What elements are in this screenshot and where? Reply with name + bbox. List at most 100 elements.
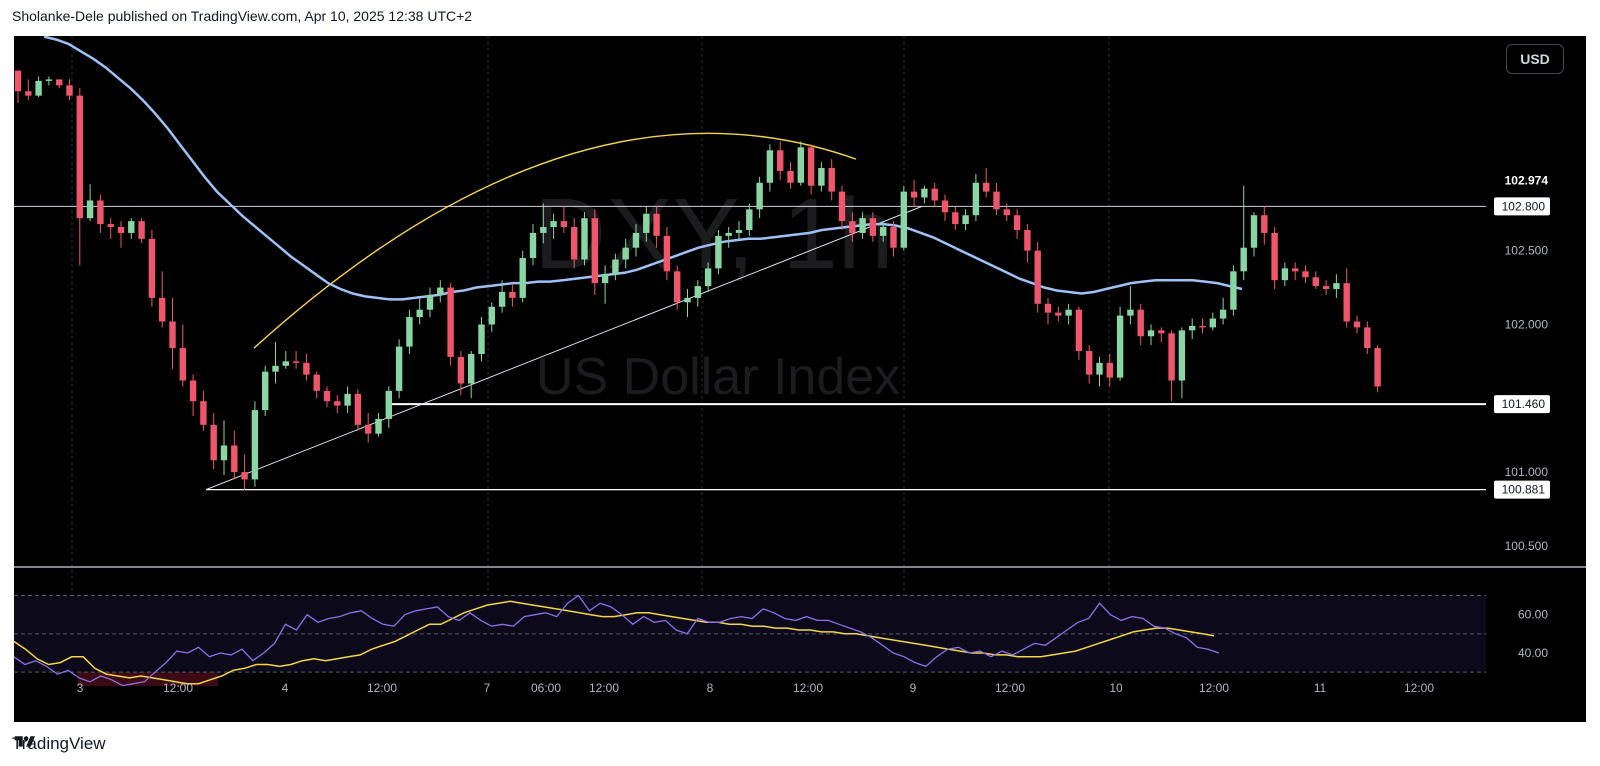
candle-body xyxy=(56,79,63,86)
candle-body xyxy=(478,324,485,354)
candle xyxy=(797,141,804,186)
candle-body xyxy=(622,247,629,260)
candle-body xyxy=(1013,215,1021,230)
candle-body xyxy=(406,317,413,347)
drawings[interactable] xyxy=(14,132,1486,491)
candle xyxy=(447,283,454,366)
candle xyxy=(529,224,537,266)
candle xyxy=(952,206,959,230)
candle-body xyxy=(128,221,135,233)
candle-body xyxy=(529,232,537,259)
candle-body xyxy=(457,356,465,384)
candle-body xyxy=(1075,309,1083,352)
candle xyxy=(179,324,186,387)
price-badge-box xyxy=(1494,480,1550,499)
candle-body xyxy=(1096,362,1103,375)
candle xyxy=(282,351,289,369)
grid-lines xyxy=(14,36,1586,676)
candle-body xyxy=(117,227,125,233)
candle-body xyxy=(303,362,310,375)
chart-area[interactable]: DXY, 1h US Dollar Index 102.500 102.000 10… xyxy=(14,36,1586,722)
candle xyxy=(241,454,248,490)
candle-body xyxy=(797,147,804,183)
price-badge-label: 102.974 xyxy=(1505,174,1549,188)
candle-body xyxy=(97,200,104,225)
candle-body xyxy=(1261,215,1268,233)
candle-body xyxy=(334,401,341,406)
moving-average-line xyxy=(43,36,1243,301)
candle xyxy=(1096,356,1103,387)
candle-body xyxy=(1364,327,1371,349)
candle-body xyxy=(601,274,609,284)
candle-body xyxy=(777,150,784,171)
candle xyxy=(303,353,310,381)
candle xyxy=(1178,327,1186,399)
candle xyxy=(509,283,516,307)
time-axis-label: 9 xyxy=(910,681,917,695)
candle-body xyxy=(663,235,671,272)
time-axis-label: 7 xyxy=(484,681,491,695)
candle xyxy=(457,351,465,396)
candle-body xyxy=(1189,325,1196,331)
currency-button[interactable]: USD xyxy=(1506,44,1564,74)
time-axis-label: 12:00 xyxy=(1199,681,1229,695)
candle-body xyxy=(900,191,907,248)
candle-body xyxy=(519,258,526,298)
candle-body xyxy=(1333,283,1340,290)
candle xyxy=(1302,265,1309,284)
price-badge-box xyxy=(1494,197,1550,216)
candle-body xyxy=(921,188,928,198)
candle-body xyxy=(931,188,938,201)
candle-body xyxy=(1281,268,1289,281)
candle-body xyxy=(1240,247,1247,272)
candle-body xyxy=(344,393,351,406)
candle xyxy=(993,182,1000,216)
candle xyxy=(859,212,866,239)
candle-body xyxy=(1209,318,1216,328)
candle xyxy=(148,229,156,307)
candle xyxy=(117,221,125,248)
candle-body xyxy=(179,348,186,381)
candle xyxy=(674,265,681,310)
candle xyxy=(540,203,547,244)
candle xyxy=(344,386,351,414)
candle xyxy=(1189,318,1196,340)
candle xyxy=(220,420,228,476)
candle xyxy=(880,221,887,242)
candle-body xyxy=(220,445,228,461)
candle-body xyxy=(354,393,362,425)
brand-name: TradingView xyxy=(12,734,106,753)
candle xyxy=(210,413,217,470)
candle-body xyxy=(200,401,207,425)
candle xyxy=(1044,297,1052,325)
time-axis-label: 12:00 xyxy=(793,681,823,695)
candle-body xyxy=(66,85,73,96)
price-chart-svg[interactable]: DXY, 1h US Dollar Index 102.500102.00010… xyxy=(14,36,1586,722)
time-axis-label: 3 xyxy=(77,681,84,695)
candle xyxy=(663,227,671,281)
candle xyxy=(1158,327,1165,343)
candle-body xyxy=(653,213,660,236)
candle xyxy=(777,141,784,180)
time-axis-label: 12:00 xyxy=(995,681,1025,695)
candle-body xyxy=(1292,268,1299,272)
time-axis-label: 11 xyxy=(1314,681,1327,695)
price-badge-label: 102.800 xyxy=(1502,199,1546,213)
candle xyxy=(1065,303,1072,325)
tradingview-logo-icon xyxy=(14,736,35,747)
candle xyxy=(159,271,166,328)
candle-body xyxy=(262,371,269,411)
candle-body xyxy=(1312,277,1319,287)
rsi-line xyxy=(14,594,1220,687)
candle xyxy=(365,413,372,443)
candle-body xyxy=(910,191,918,198)
candle-body xyxy=(807,147,815,186)
candle xyxy=(746,203,753,236)
candle-body xyxy=(880,227,887,236)
candle xyxy=(1281,262,1289,287)
candle xyxy=(169,297,176,369)
tradingview-footer[interactable]: TradingView xyxy=(12,734,106,754)
candle xyxy=(395,339,403,399)
candle xyxy=(1219,297,1227,325)
time-axis-label: 12:00 xyxy=(1404,681,1434,695)
